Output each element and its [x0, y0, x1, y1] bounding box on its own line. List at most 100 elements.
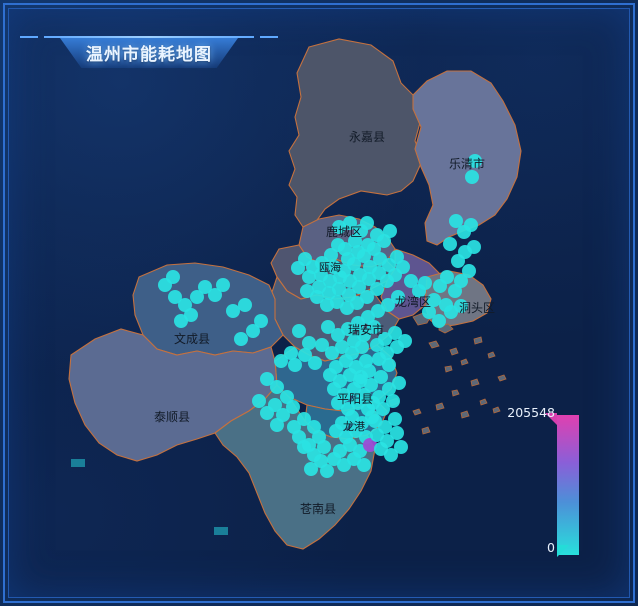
scatter-point[interactable] — [302, 270, 316, 284]
scatter-point[interactable] — [280, 390, 294, 404]
scatter-point[interactable] — [347, 257, 361, 271]
scatter-point[interactable] — [392, 376, 406, 390]
scatter-point[interactable] — [422, 305, 436, 319]
scatter-point[interactable] — [404, 274, 418, 288]
scatter-point[interactable] — [443, 237, 457, 251]
scatter-point[interactable] — [198, 280, 212, 294]
scatter-point[interactable] — [331, 396, 345, 410]
scatter-point[interactable] — [308, 356, 322, 370]
scatter-point[interactable] — [331, 238, 345, 252]
scatter-point[interactable] — [300, 284, 314, 298]
scatter-point[interactable] — [320, 464, 334, 478]
scatter-point[interactable] — [467, 240, 481, 254]
scatter-point[interactable] — [386, 394, 400, 408]
scatter-point[interactable] — [302, 336, 316, 350]
scatter-point[interactable] — [382, 358, 396, 372]
scatter-point[interactable] — [370, 338, 384, 352]
scatter-point[interactable] — [354, 370, 368, 384]
scatter-point[interactable] — [394, 440, 408, 454]
scatter-point[interactable] — [462, 264, 476, 278]
scatter-point[interactable] — [384, 448, 398, 462]
scatter-point[interactable] — [297, 412, 311, 426]
scatter-point[interactable] — [451, 254, 465, 268]
scatter-point[interactable] — [357, 458, 371, 472]
scatter-point[interactable] — [260, 372, 274, 386]
scatter-point[interactable] — [370, 282, 384, 296]
scatter-point[interactable] — [355, 340, 369, 354]
scatter-point[interactable] — [216, 278, 230, 292]
scatter-point[interactable] — [327, 452, 341, 466]
scatter-point[interactable] — [433, 279, 447, 293]
scatter-point[interactable] — [348, 234, 362, 248]
scatter-point[interactable] — [238, 298, 252, 312]
scatter-point[interactable] — [331, 328, 345, 342]
scatter-point[interactable] — [388, 326, 402, 340]
region-yongjia[interactable] — [288, 38, 424, 228]
scatter-point[interactable] — [260, 406, 274, 420]
scatter-point[interactable] — [323, 368, 337, 382]
scatter-point[interactable] — [464, 218, 478, 232]
scatter-point[interactable] — [360, 216, 374, 230]
scatter-point[interactable] — [391, 290, 405, 304]
scatter-point[interactable] — [246, 324, 260, 338]
scatter-point[interactable] — [208, 288, 222, 302]
scatter-point[interactable] — [398, 334, 412, 348]
scatter-point[interactable] — [357, 249, 371, 263]
scatter-point[interactable] — [158, 278, 172, 292]
scatter-point[interactable] — [396, 260, 410, 274]
scatter-point[interactable] — [329, 424, 343, 438]
scatter-point[interactable] — [292, 324, 306, 338]
scatter-point[interactable] — [390, 426, 404, 440]
scatter-point[interactable] — [383, 224, 397, 238]
scatter-point[interactable] — [352, 280, 366, 294]
scatter-point[interactable] — [432, 314, 446, 328]
scatter-point[interactable] — [454, 299, 468, 313]
scatter-point[interactable] — [234, 332, 248, 346]
scatter-point[interactable] — [427, 293, 441, 307]
scatter-point[interactable] — [304, 462, 318, 476]
scatter-point[interactable] — [315, 338, 329, 352]
region-label-cangnan: 苍南县 — [300, 501, 336, 516]
scatter-point[interactable] — [343, 216, 357, 230]
scatter-point[interactable] — [284, 346, 298, 360]
scatter-point[interactable] — [388, 412, 402, 426]
scatter-point[interactable] — [448, 284, 462, 298]
legend-gradient-bar[interactable] — [557, 415, 579, 555]
scatter-point[interactable] — [174, 314, 188, 328]
scatter-point[interactable] — [297, 440, 311, 454]
scatter-point[interactable] — [226, 304, 240, 318]
scatter-point[interactable] — [364, 378, 378, 392]
scatter-point[interactable] — [357, 328, 371, 342]
scatter-point[interactable] — [298, 348, 312, 362]
scatter-layer — [158, 154, 482, 478]
scatter-point[interactable] — [190, 290, 204, 304]
scatter-point[interactable] — [307, 420, 321, 434]
scatter-point[interactable] — [367, 320, 381, 334]
scatter-point[interactable] — [465, 170, 479, 184]
scatter-point[interactable] — [274, 354, 288, 368]
scatter-point[interactable] — [317, 440, 331, 454]
scatter-point[interactable] — [376, 402, 390, 416]
scatter-point[interactable] — [168, 290, 182, 304]
visual-map-legend[interactable]: 205548 0 — [507, 405, 579, 557]
scatter-point[interactable] — [412, 284, 426, 298]
scatter-point[interactable] — [252, 394, 266, 408]
scatter-point[interactable] — [270, 418, 284, 432]
scatter-point[interactable] — [332, 220, 346, 234]
scatter-point[interactable] — [320, 298, 334, 312]
geo-map[interactable]: 永嘉县 乐清市 鹿城区 瓯海 龙湾区 洞头区 瑞安市 文成县 平阳县 龙港 泰顺县 苍南县 — [9, 9, 629, 597]
scatter-point[interactable] — [291, 261, 305, 275]
scatter-point[interactable] — [270, 380, 284, 394]
scatter-point[interactable] — [327, 382, 341, 396]
scatter-point[interactable] — [288, 358, 302, 372]
scatter-point[interactable] — [325, 346, 339, 360]
scatter-point[interactable] — [324, 248, 338, 262]
scatter-point[interactable] — [363, 438, 377, 452]
scatter-point[interactable] — [374, 370, 388, 384]
scatter-point[interactable] — [321, 320, 335, 334]
scatter-point[interactable] — [254, 314, 268, 328]
scatter-point[interactable] — [468, 154, 482, 168]
scatter-point[interactable] — [287, 420, 301, 434]
legend-min-label: 0 — [547, 540, 555, 555]
scatter-point[interactable] — [449, 214, 463, 228]
